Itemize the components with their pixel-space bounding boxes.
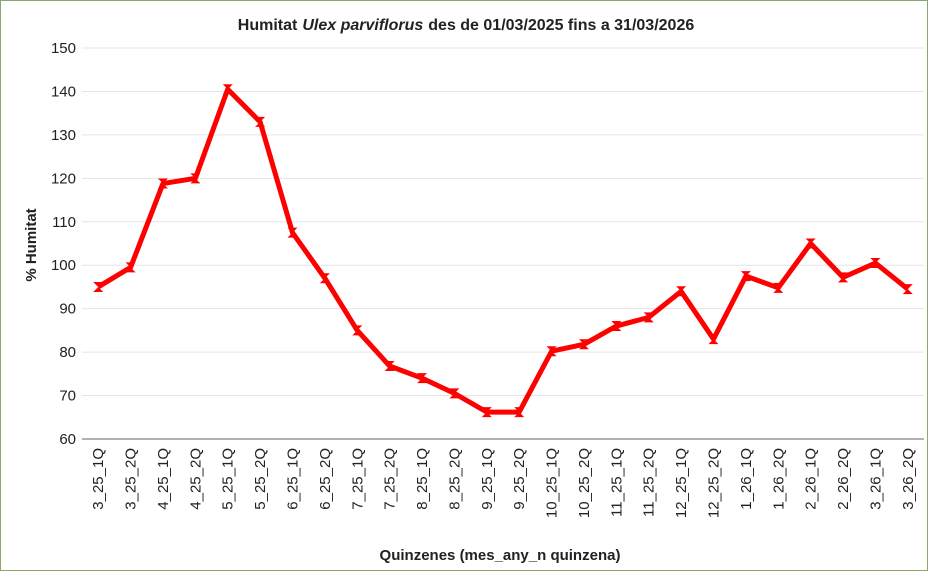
- x-tick-label: 6_25_1Q: [285, 448, 302, 510]
- title-part: Ulex parviflorus: [302, 17, 423, 34]
- x-tick-label: 1_26_2Q: [770, 448, 787, 510]
- title-part: Humitat: [238, 17, 298, 34]
- x-tick-label: 5_25_2Q: [252, 448, 269, 510]
- x-tick-label: 6_25_2Q: [317, 448, 334, 510]
- x-tick-label: 5_25_1Q: [220, 448, 237, 510]
- x-tick-label: 4_25_1Q: [155, 448, 172, 510]
- x-tick-label: 1_26_1Q: [738, 448, 755, 510]
- x-tick-label: 12_25_2Q: [706, 448, 723, 518]
- x-tick-label: 10_25_1Q: [544, 448, 561, 518]
- chart: HumitatUlex parviflorus des de 01/03/2025…: [0, 0, 928, 571]
- y-tick-label: 120: [51, 170, 76, 187]
- x-tick-label: 9_25_1Q: [479, 448, 496, 510]
- title-part: des de 01/03/2025 fins a 31/03/2026: [428, 17, 694, 34]
- x-tick-label: 7_25_2Q: [382, 448, 399, 510]
- y-axis-title: % Humitat: [23, 208, 40, 281]
- y-tick-label: 70: [59, 388, 76, 405]
- y-tick-label: 150: [51, 40, 76, 57]
- x-tick-label: 11_25_1Q: [608, 448, 625, 517]
- y-tick-label: 60: [59, 431, 76, 448]
- x-tick-label: 12_25_1Q: [673, 448, 690, 518]
- x-tick-label: 2_26_2Q: [835, 448, 852, 510]
- x-tick-label: 10_25_2Q: [576, 448, 593, 518]
- x-tick-label: 7_25_1Q: [349, 448, 366, 510]
- y-tick-label: 130: [51, 127, 76, 144]
- x-tick-label: 3_25_1Q: [90, 448, 107, 510]
- x-tick-label: 8_25_2Q: [446, 448, 463, 510]
- y-tick-label: 100: [51, 257, 76, 274]
- x-tick-label: 3_26_1Q: [867, 448, 884, 510]
- x-tick-label: 2_26_1Q: [803, 448, 820, 510]
- x-axis-title: Quinzenes (mes_any_n quinzena): [380, 547, 621, 564]
- x-tick-label: 9_25_2Q: [511, 448, 528, 510]
- y-tick-label: 140: [51, 83, 76, 100]
- y-tick-label: 80: [59, 344, 76, 361]
- x-tick-label: 4_25_2Q: [187, 448, 204, 510]
- y-tick-label: 90: [59, 301, 76, 318]
- x-tick-label: 8_25_1Q: [414, 448, 431, 510]
- x-tick-label: 3_25_2Q: [123, 448, 140, 510]
- x-tick-label: 3_26_2Q: [900, 448, 917, 510]
- x-tick-label: 11_25_2Q: [641, 448, 658, 517]
- y-tick-label: 110: [52, 214, 76, 231]
